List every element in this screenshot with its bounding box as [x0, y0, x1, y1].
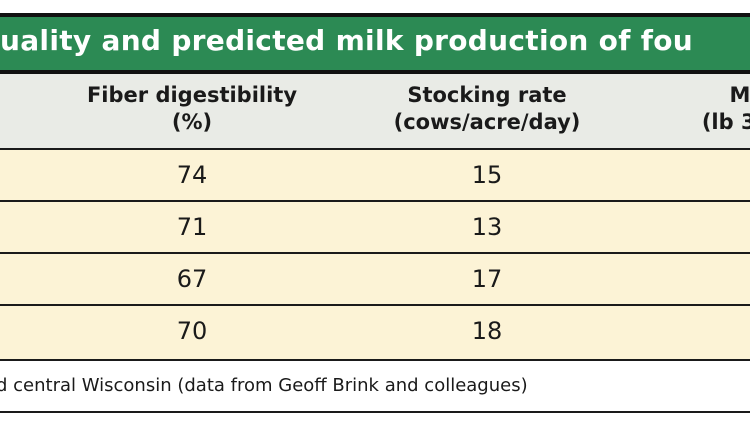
table-title: uality and predicted milk production of …	[0, 24, 693, 57]
cell-fiber-digestibility: 74	[176, 161, 208, 189]
table-header-row: Fiber digestibility (%) Stocking rate (c…	[0, 74, 750, 150]
table-row: 70 18	[0, 306, 750, 361]
column-header-milk-line2: (lb 3.5	[701, 110, 750, 134]
table-row: 71 13	[0, 202, 750, 254]
table-body: 74 15 71 13 67 17 70 18	[0, 150, 750, 361]
column-header-fiber-line1: Fiber digestibility	[86, 83, 298, 107]
table-title-bar: uality and predicted milk production of …	[0, 13, 750, 74]
table-row: 74 15	[0, 150, 750, 202]
cell-stocking-rate: 13	[471, 213, 503, 241]
cell-fiber-digestibility: 67	[176, 265, 208, 293]
cell-stocking-rate: 17	[471, 265, 503, 293]
column-header-stocking-line2: (cows/acre/day)	[393, 110, 581, 134]
cell-stocking-rate: 15	[471, 161, 503, 189]
column-header-fiber-line2: (%)	[171, 110, 213, 134]
table-footnote: d central Wisconsin (data from Geoff Bri…	[0, 375, 528, 396]
column-header-fiber-digestibility: Fiber digestibility (%)	[62, 82, 322, 136]
table-footnote-bar: d central Wisconsin (data from Geoff Bri…	[0, 363, 750, 413]
table-row: 67 17	[0, 254, 750, 306]
column-header-milk: M (lb 3.5	[640, 82, 750, 136]
column-header-milk-line1: M	[729, 83, 750, 107]
column-header-stocking-line1: Stocking rate	[407, 83, 567, 107]
column-header-stocking-rate: Stocking rate (cows/acre/day)	[362, 82, 612, 136]
cell-fiber-digestibility: 71	[176, 213, 208, 241]
cell-stocking-rate: 18	[471, 317, 503, 345]
cell-fiber-digestibility: 70	[176, 317, 208, 345]
